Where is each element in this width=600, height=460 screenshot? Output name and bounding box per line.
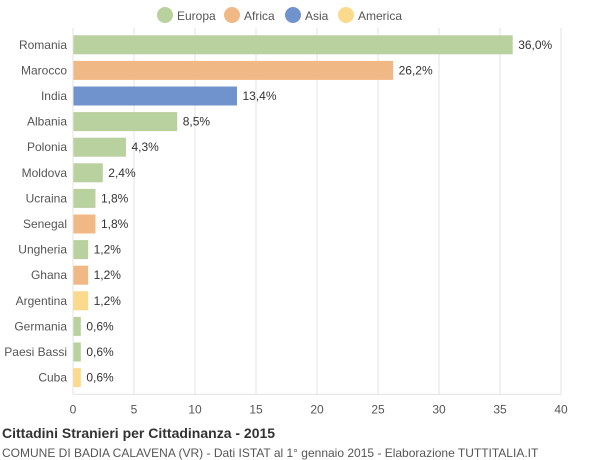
category-label-albania: Albania <box>27 115 67 129</box>
category-label-marocco: Marocco <box>21 63 67 77</box>
category-label-cuba: Cuba <box>38 371 67 385</box>
bar-india <box>73 86 237 106</box>
value-label-moldova: 2,4% <box>108 166 136 180</box>
x-tick-label-5: 5 <box>131 402 138 416</box>
value-label-albania: 8,5% <box>183 115 211 129</box>
legend-label-africa: Africa <box>244 9 275 23</box>
bar-argentina <box>73 291 89 311</box>
y-axis-labels: Romania Marocco India Albania Polonia Moldova… <box>4 38 67 385</box>
bar-marocco <box>73 60 394 80</box>
value-label-polonia: 4,3% <box>131 140 159 154</box>
legend-label-europa: Europa <box>177 9 216 23</box>
x-tick-label-25: 25 <box>371 402 385 416</box>
legend-label-asia: Asia <box>305 9 329 23</box>
legend-marker-africa <box>224 7 240 23</box>
category-label-senegal: Senegal <box>23 217 67 231</box>
value-labels: 36,0% 26,2% 13,4% 8,5% 4,3% 2,4% 1,8% 1,8% 1,2% 1… <box>86 38 552 385</box>
chart-subtitle: COMUNE DI BADIA CALAVENA (VR) - Dati IST… <box>2 446 539 460</box>
bar-ghana <box>73 265 89 285</box>
chart-legend: Europa Africa Asia America <box>157 7 402 23</box>
value-label-cuba: 0,6% <box>86 371 114 385</box>
bar-paesi-bassi <box>73 342 81 362</box>
bar-romania <box>73 35 513 55</box>
category-label-ghana: Ghana <box>31 268 67 282</box>
category-label-polonia: Polonia <box>27 140 67 154</box>
x-tick-label-20: 20 <box>310 402 324 416</box>
x-tick-label-0: 0 <box>70 402 77 416</box>
category-label-ungheria: Ungheria <box>18 243 67 257</box>
category-label-india: India <box>41 89 67 103</box>
chart-bars <box>73 35 513 388</box>
value-label-ungheria: 1,2% <box>94 243 122 257</box>
value-label-germania: 0,6% <box>86 319 114 333</box>
bar-cuba <box>73 368 81 388</box>
value-label-romania: 36,0% <box>518 38 552 52</box>
value-label-ucraina: 1,8% <box>101 191 129 205</box>
legend-label-america: America <box>358 9 402 23</box>
bar-albania <box>73 112 178 132</box>
value-label-india: 13,4% <box>242 89 276 103</box>
category-label-ucraina: Ucraina <box>26 191 68 205</box>
chart-grid <box>72 28 562 395</box>
chart-title: Cittadini Stranieri per Cittadinanza - 2… <box>2 425 276 441</box>
x-tick-label-30: 30 <box>432 402 446 416</box>
legend-marker-europa <box>157 7 173 23</box>
value-label-paesi-bassi: 0,6% <box>86 345 114 359</box>
value-label-argentina: 1,2% <box>94 294 122 308</box>
bar-moldova <box>73 163 103 183</box>
legend-marker-america <box>338 7 354 23</box>
x-tick-label-35: 35 <box>493 402 507 416</box>
bar-ungheria <box>73 240 89 260</box>
category-label-germania: Germania <box>14 319 67 333</box>
category-label-argentina: Argentina <box>16 294 68 308</box>
category-label-paesi-bassi: Paesi Bassi <box>4 345 67 359</box>
x-axis-ticks: 0 5 10 15 20 25 30 35 40 <box>70 402 568 416</box>
bar-ucraina <box>73 188 96 208</box>
category-label-moldova: Moldova <box>22 166 68 180</box>
x-tick-label-40: 40 <box>554 402 568 416</box>
bar-chart: Europa Africa Asia America Romania Marocco In… <box>4 7 568 416</box>
bar-senegal <box>73 214 96 234</box>
category-label-romania: Romania <box>19 38 67 52</box>
bar-germania <box>73 316 81 336</box>
bar-polonia <box>73 137 126 157</box>
legend-marker-asia <box>285 7 301 23</box>
value-label-marocco: 26,2% <box>399 63 433 77</box>
x-tick-label-10: 10 <box>188 402 202 416</box>
value-label-ghana: 1,2% <box>94 268 122 282</box>
x-tick-label-15: 15 <box>249 402 263 416</box>
value-label-senegal: 1,8% <box>101 217 129 231</box>
